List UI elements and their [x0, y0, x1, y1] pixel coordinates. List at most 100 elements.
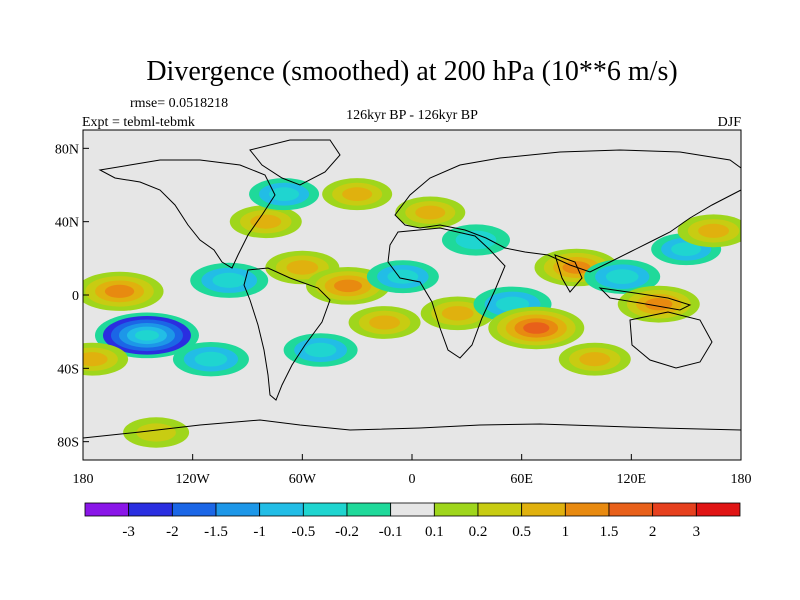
y-tick-label: 80S: [57, 436, 79, 451]
anomaly-contour: [671, 242, 702, 257]
coast-africa: [387, 227, 506, 359]
rmse-label: rmse= 0.0518218: [130, 96, 228, 111]
coastlines: [83, 139, 741, 439]
anomaly-22: [283, 333, 358, 367]
anomaly-19: [395, 196, 466, 229]
y-tick-label: 0: [72, 289, 79, 304]
period-label: 126kyr BP - 126kyr BP: [346, 108, 478, 123]
anomaly-contour: [455, 230, 497, 250]
colorbar-swatch: [84, 502, 130, 517]
experiment-label: Expt = tebml-tebmk: [82, 115, 195, 130]
anomaly-contour: [342, 187, 373, 202]
x-tick-label: 180: [73, 472, 94, 487]
anomaly-contour: [134, 330, 159, 341]
coast-south-america: [243, 267, 331, 401]
colorbar-swatch: [128, 502, 173, 517]
anomaly-contour: [83, 352, 108, 367]
anomaly-15: [677, 214, 741, 248]
colorbar-swatch: [390, 502, 435, 517]
anomaly-contour: [605, 269, 639, 285]
colorbar-swatch: [477, 502, 523, 517]
colorbar-swatch: [695, 502, 741, 517]
colorbar-label: 0.2: [469, 524, 488, 540]
coast-australia: [629, 311, 713, 369]
colorbar-swatch: [259, 502, 304, 517]
divergence-field: [83, 130, 741, 460]
anomaly-contour: [698, 223, 730, 238]
anomaly-2: [83, 271, 164, 311]
anomaly-18: [249, 178, 320, 211]
anomaly-contour: [104, 284, 135, 298]
colorbar-label: 3: [693, 524, 701, 540]
anomaly-23: [558, 342, 631, 376]
coast-eurasia: [394, 149, 741, 273]
colorbar-label: -0.2: [335, 524, 359, 540]
anomaly-contour: [286, 260, 319, 275]
anomaly-6: [348, 306, 421, 339]
colorbar-label: -2: [166, 524, 179, 540]
anomaly-contour: [523, 322, 550, 334]
anomaly-contour: [579, 352, 611, 367]
y-tick-label: 80N: [55, 142, 79, 157]
coast-north-america: [98, 159, 276, 269]
colorbar-swatch: [652, 502, 697, 517]
coast-maritime: [598, 287, 692, 311]
anomaly-contour: [304, 342, 337, 358]
anomaly-21: [83, 342, 129, 376]
anomaly-13: [617, 285, 700, 323]
anomaly-contour: [441, 306, 474, 321]
colorbar-label: 1.5: [600, 524, 619, 540]
colorbar-swatch: [564, 502, 610, 517]
colorbar-swatch: [302, 502, 348, 517]
colorbar-label: -1: [253, 524, 266, 540]
colorbar-swatch: [215, 502, 261, 517]
x-tick-label: 120E: [617, 472, 647, 487]
anomaly-contour: [136, 423, 176, 442]
anomaly-7: [366, 260, 439, 294]
colorbar-swatch: [171, 502, 217, 517]
y-tick-label: 40S: [57, 362, 79, 377]
colorbar-label: 2: [649, 524, 657, 540]
anomaly-20: [441, 224, 510, 256]
coast-india: [554, 254, 583, 293]
y-axis: 80N 40N 0 40S 80S: [55, 142, 89, 451]
x-axis: 180 120W 60W 0 60E 120E 180: [73, 454, 752, 487]
anomaly-contour: [415, 205, 446, 220]
anomaly-contour: [250, 214, 282, 229]
anomaly-contour: [369, 315, 401, 330]
anomaly-5: [306, 267, 391, 305]
anomaly-3: [190, 262, 269, 298]
x-tick-label: 0: [409, 472, 416, 487]
colorbar-label: -1.5: [204, 524, 228, 540]
coast-antarctica: [83, 419, 741, 439]
colorbar-label: -0.1: [379, 524, 403, 540]
colorbar-label: 1: [562, 524, 570, 540]
anomaly-16: [229, 205, 302, 239]
x-tick-label: 180: [731, 472, 752, 487]
season-label: DJF: [718, 115, 742, 130]
anomaly-24: [123, 417, 190, 448]
anomaly-contour: [334, 279, 363, 293]
anomaly-17: [322, 178, 393, 211]
colorbar-label: 0.5: [512, 524, 531, 540]
colorbar-label: 0.1: [425, 524, 444, 540]
colorbar-label: -0.5: [291, 524, 315, 540]
anomaly-12: [584, 259, 661, 294]
colorbar: -3 -2 -1.5 -1 -0.5 -0.2 -0.1 0.1 0.2 0.5 1 1.5 2 3: [84, 502, 741, 540]
colorbar-swatch: [608, 502, 654, 517]
anomaly-contour: [269, 187, 300, 202]
chart-title: Divergence (smoothed) at 200 hPa (10**6 …: [146, 56, 677, 87]
anomaly-contour: [212, 272, 246, 288]
colorbar-swatch: [521, 502, 566, 517]
x-tick-label: 60W: [289, 472, 317, 487]
y-tick-label: 40N: [55, 216, 79, 231]
anomaly-contour: [387, 269, 419, 284]
anomaly-0: [94, 312, 199, 359]
coast-greenland: [249, 139, 341, 186]
x-tick-label: 60E: [510, 472, 533, 487]
colorbar-swatch: [346, 502, 392, 517]
colorbar-label: -3: [122, 524, 135, 540]
colorbar-swatch: [433, 502, 479, 517]
anomaly-1: [172, 341, 249, 377]
